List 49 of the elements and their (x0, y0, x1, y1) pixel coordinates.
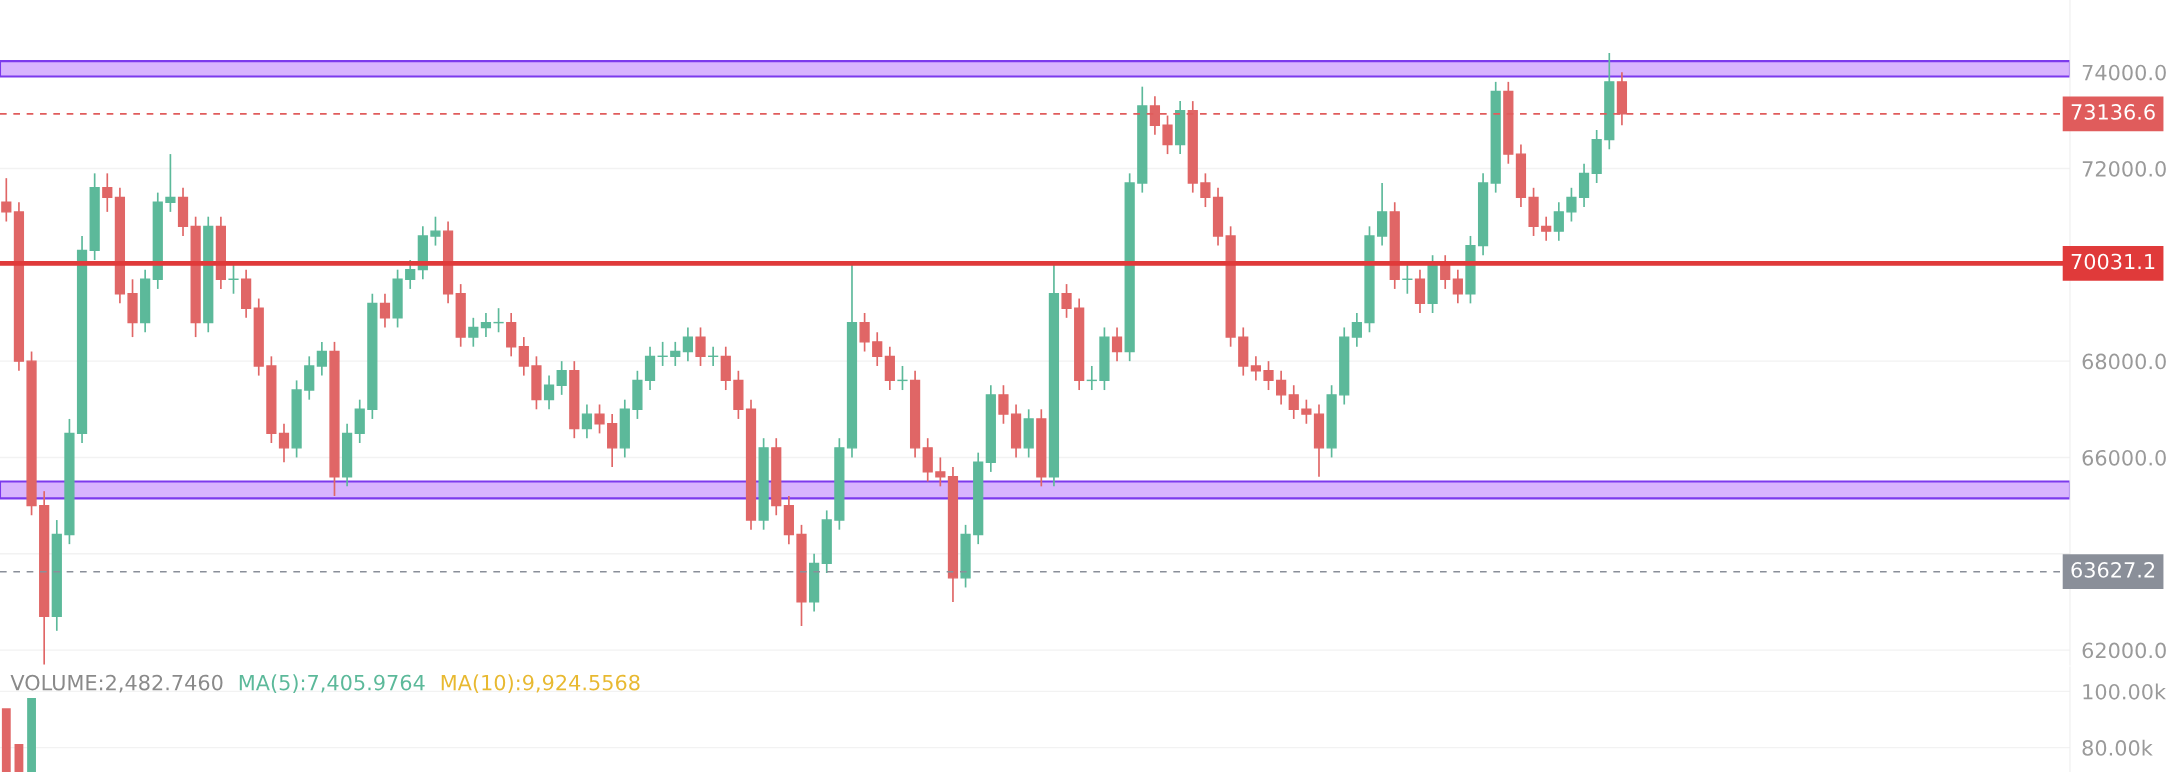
y-tick-label: 68000.0 (2082, 353, 2166, 370)
candlestick (1566, 186, 1577, 223)
candlestick (594, 403, 605, 435)
candlestick (1276, 369, 1287, 406)
candlestick (1111, 326, 1123, 362)
annotation: MA(10):9,924.5568 (441, 674, 640, 693)
annotation: VOLUME:2,482.7460 (10, 674, 223, 693)
ref-line-label: 73136.6 (2071, 104, 2155, 120)
candlestick (859, 312, 870, 353)
candlestick (1200, 172, 1211, 208)
y-tick-label: 80.00k (2082, 739, 2153, 756)
candlestick (1263, 360, 1274, 391)
candlestick (165, 153, 176, 213)
candlestick (278, 422, 290, 464)
annotation: MA(5):7,405.9764 (239, 674, 425, 693)
candlestick (480, 312, 492, 338)
candlestick (998, 384, 1009, 425)
y-tick-label: 72000.0 (2082, 160, 2166, 177)
candlestick (316, 341, 327, 377)
y-tick-label: 74000.0 (2082, 64, 2166, 81)
candlestick (581, 403, 593, 440)
candlestick (1553, 201, 1564, 242)
candlestick (556, 360, 567, 396)
candlestick (1162, 114, 1173, 155)
candlestick (872, 331, 883, 367)
candlestick (405, 259, 416, 290)
candlestick (1250, 355, 1261, 382)
y-tick-label: 62000.0 (2082, 642, 2166, 659)
candlestick (1061, 283, 1072, 319)
y-tick-label: 66000.0 (2082, 449, 2166, 466)
candlestick (1301, 398, 1312, 425)
candlestick (1351, 312, 1362, 348)
candlestick (935, 456, 946, 488)
candlestick (518, 336, 529, 377)
ref-line-label: 63627.2 (2071, 562, 2155, 578)
candlestick (695, 326, 706, 367)
candlestick (670, 341, 681, 367)
candlestick (468, 316, 479, 348)
candlestick (1452, 268, 1463, 305)
candlestick (379, 292, 391, 329)
candlestick (682, 326, 694, 362)
candlestick (1288, 384, 1299, 420)
ref-line-label: 70031.1 (2071, 253, 2155, 270)
candlestick (102, 172, 113, 213)
candlestick (430, 215, 441, 247)
candlestick (1541, 215, 1552, 242)
y-tick-label: 100.00k (2083, 683, 2167, 700)
candlestick (1, 177, 12, 223)
candlestick (543, 374, 555, 411)
